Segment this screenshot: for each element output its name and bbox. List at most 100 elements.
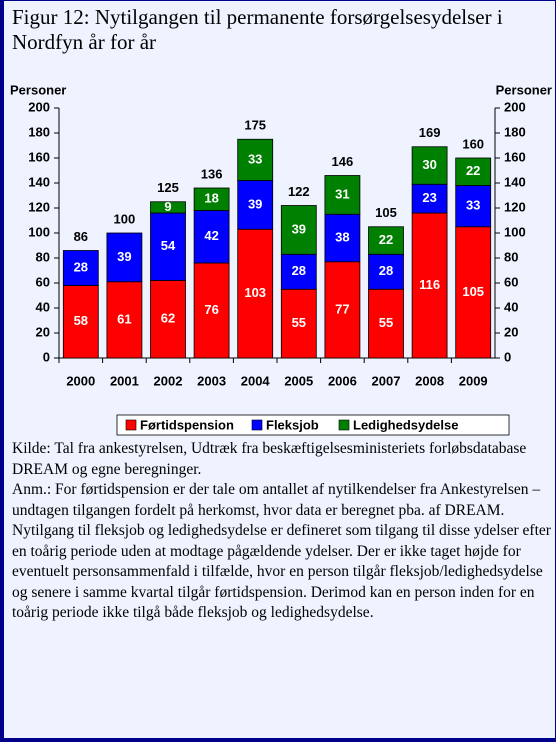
notes: Kilde: Tal fra ankestyrelsen, Udtræk fra… [12, 439, 552, 624]
bar-label: 39 [117, 249, 131, 264]
y2-axis-label: Personer [496, 82, 552, 97]
y-tick-label: 160 [28, 149, 50, 164]
x-tick-label: 2005 [284, 373, 313, 388]
bar-segment [324, 213, 361, 263]
y2-tick-label: 20 [504, 324, 518, 339]
bar-segment [368, 226, 404, 255]
total-label: 105 [375, 205, 397, 220]
y-tick-label: 120 [28, 199, 50, 214]
bar-label: 23 [422, 190, 436, 205]
y-tick-label: 80 [36, 249, 50, 264]
y2-tick-label: 160 [504, 149, 526, 164]
bar-label: 76 [204, 302, 218, 317]
y2-tick-label: 40 [504, 299, 518, 314]
x-tick-label: 2004 [241, 373, 271, 388]
bar-segment [324, 261, 361, 359]
figure-title: Figur 12: Nytilgangen til permanente for… [12, 5, 503, 54]
bar-label: 18 [204, 191, 218, 206]
bar-segment [106, 281, 143, 359]
bar-segment [280, 253, 317, 290]
y-tick-label: 60 [36, 274, 50, 289]
legend-swatch [338, 419, 350, 431]
legend-swatch [251, 419, 263, 431]
bar-label: 55 [379, 315, 393, 330]
total-label: 160 [462, 136, 484, 151]
bar-label: 105 [462, 284, 484, 299]
total-label: 169 [419, 125, 441, 140]
legend-swatch [125, 419, 137, 431]
bar-label: 33 [248, 151, 262, 166]
x-tick-label: 2007 [372, 373, 401, 388]
legend-label: Førtidspension [140, 417, 234, 432]
bar-segment [237, 138, 274, 181]
x-tick-label: 2002 [154, 373, 183, 388]
bar-segment [150, 212, 186, 281]
bar-label: 31 [335, 186, 349, 201]
total-label: 122 [288, 184, 310, 199]
y-tick-label: 40 [36, 299, 50, 314]
bar-segment [193, 187, 230, 211]
y2-tick-label: 80 [504, 249, 518, 264]
bar-segment [237, 228, 274, 359]
legend-label: Ledighedsydelse [353, 417, 458, 432]
x-tick-label: 2003 [197, 373, 226, 388]
y-axis-label: Personer [10, 82, 66, 97]
bar-segment [455, 185, 492, 228]
total-label: 86 [74, 229, 88, 244]
bar-segment [455, 157, 492, 186]
note-text: Anm.: For førtidspension er der tale om … [12, 481, 551, 621]
x-tick-label: 2008 [415, 373, 444, 388]
x-tick-label: 2000 [66, 373, 95, 388]
chart: Personer Personer 0 20 40 60 80 100 120 140 160 1… [10, 82, 552, 436]
bar-segment [106, 232, 143, 283]
bar-segment [237, 180, 274, 230]
y2-tick-label: 180 [504, 124, 526, 139]
total-label: 136 [201, 166, 223, 181]
bar-segment [280, 288, 317, 359]
y2-tick-label: 60 [504, 274, 518, 289]
bar-label: 39 [292, 221, 306, 236]
legend-label: Fleksjob [266, 417, 319, 432]
x-tick-label: 2006 [328, 373, 357, 388]
y2-tick-label: 140 [504, 174, 526, 189]
bar-label: 58 [74, 313, 88, 328]
bar-segment [411, 146, 448, 185]
bar-segment [62, 285, 99, 359]
source-text: Kilde: Tal fra ankestyrelsen, Udtræk fra… [12, 440, 527, 478]
bar-label: 61 [117, 311, 131, 326]
bar-label: 39 [248, 196, 262, 211]
total-label: 100 [114, 211, 136, 226]
y-tick-label: 20 [36, 324, 50, 339]
bar-segment [368, 288, 404, 359]
y2-tick-label: 0 [504, 349, 511, 364]
y-tick-label: 200 [28, 99, 50, 114]
bar-label: 55 [292, 315, 306, 330]
bar-label: 42 [204, 228, 218, 243]
x-tick-label: 2009 [459, 373, 488, 388]
bar-label: 38 [335, 229, 349, 244]
y2-tick-label: 100 [504, 224, 526, 239]
bar-label: 33 [466, 198, 480, 213]
y2-tick-label: 200 [504, 99, 526, 114]
legend-box [116, 414, 510, 436]
y-tick-label: 0 [43, 349, 50, 364]
total-label: 175 [244, 118, 266, 133]
y-tick-label: 100 [28, 224, 50, 239]
y2-tick-label: 120 [504, 199, 526, 214]
x-tick-label: 2001 [110, 373, 139, 388]
bar-label: 116 [419, 277, 440, 292]
bar-segment [150, 280, 186, 359]
bar-label: 22 [466, 163, 480, 178]
bar-segment [280, 205, 317, 255]
bar-label: 30 [422, 157, 436, 172]
bar-label: 28 [74, 259, 88, 274]
bar-segment [150, 201, 186, 214]
bar-label: 77 [335, 301, 349, 316]
bar-label: 28 [292, 263, 306, 278]
total-label: 146 [332, 154, 354, 169]
bar-label: 103 [244, 285, 266, 300]
y-tick-label: 140 [28, 174, 50, 189]
bar-label: 28 [379, 263, 393, 278]
bar-segment [324, 175, 361, 215]
